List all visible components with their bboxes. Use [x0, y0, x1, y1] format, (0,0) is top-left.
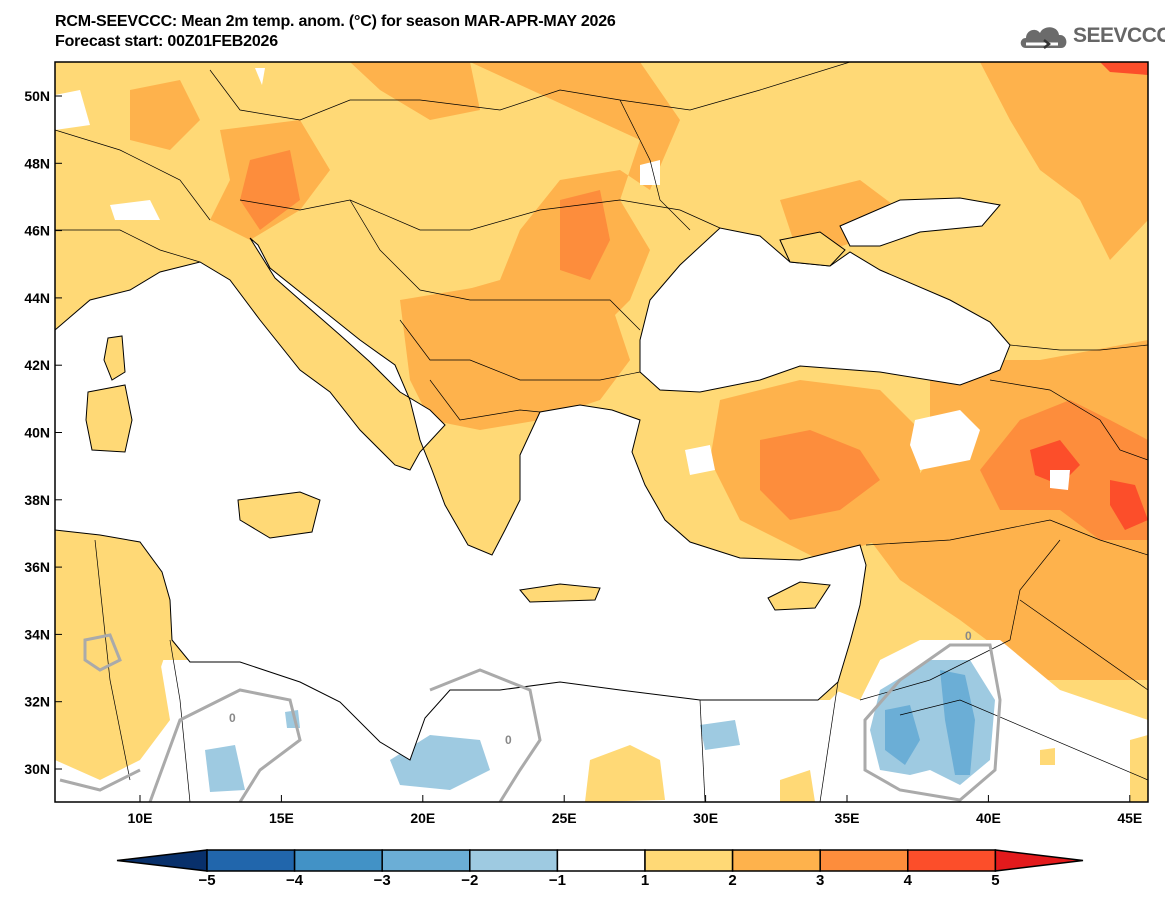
sicily	[237, 491, 321, 539]
lat-label: 34N	[24, 626, 50, 642]
lon-label: 30E	[693, 810, 718, 826]
contour-label: 0	[229, 711, 236, 725]
colorbar-label: 4	[903, 872, 912, 889]
colorbar-extend-high	[994, 849, 1084, 872]
colorbar-label: −5	[198, 872, 216, 889]
colorbar-label: −4	[286, 872, 304, 889]
lon-label: 40E	[976, 810, 1001, 826]
anomaly-neutral-africa	[55, 640, 1148, 802]
corsica	[103, 335, 126, 381]
sardinia	[85, 384, 133, 453]
lon-label: 10E	[128, 810, 153, 826]
country-borders	[55, 62, 1148, 802]
contour-label: 0	[505, 733, 512, 747]
colorbar-label: −3	[373, 872, 391, 889]
colorbar-swatch	[206, 849, 296, 872]
lon-label: 20E	[410, 810, 435, 826]
title-line: RCM-SEEVCCC: Mean 2m temp. anom. (°C) fo…	[55, 13, 616, 30]
colorbar-label: 1	[640, 872, 650, 889]
colorbar-swatch	[644, 849, 734, 872]
sea-areas	[55, 197, 1011, 761]
contour-label: 0	[965, 629, 972, 643]
colorbar-label: 5	[991, 872, 1000, 889]
sea-of-azov	[839, 197, 1001, 247]
colorbar-extend-low	[116, 849, 208, 872]
cloud-icon	[1020, 27, 1067, 49]
colorbar-label: 2	[728, 872, 737, 889]
lat-label: 44N	[24, 290, 50, 306]
zero-contour-lines	[59, 633, 1002, 802]
seevccc-logo: SEEVCCC	[1018, 22, 1165, 50]
axis-ticks: 10E 15E 20E 25E 30E 35E 40E 45E 50N 48N 46N 44N 42N 4…	[24, 88, 1142, 826]
islands	[85, 231, 846, 611]
lon-label: 35E	[835, 810, 860, 826]
colorbar-swatch	[731, 849, 821, 872]
colorbar-swatch	[907, 849, 997, 872]
colorbar-swatch	[556, 849, 646, 872]
lat-label: 38N	[24, 492, 50, 508]
colorbar-swatch	[819, 849, 909, 872]
crete	[519, 583, 601, 603]
lat-label: 36N	[24, 559, 50, 575]
lat-label: 30N	[24, 761, 50, 777]
colorbar-swatch	[381, 849, 471, 872]
forecast-start: Forecast start: 00Z01FEB2026	[55, 33, 278, 50]
colorbar	[116, 849, 1084, 872]
anomaly-1-2-africa-patches	[55, 530, 1148, 802]
negative-anomaly-areas	[205, 660, 995, 792]
lon-label: 15E	[269, 810, 294, 826]
lat-label: 46N	[24, 223, 50, 239]
colorbar-label: −2	[461, 872, 479, 889]
lat-label: 42N	[24, 357, 50, 373]
lon-label: 25E	[552, 810, 577, 826]
black-sea	[639, 227, 1011, 393]
colorbar-label: 3	[816, 872, 825, 889]
lat-label: 50N	[24, 88, 50, 104]
anomaly-neutral-patches	[55, 68, 1070, 490]
lat-label: 48N	[24, 155, 50, 171]
colorbar-swatch	[469, 849, 559, 872]
map-title: RCM-SEEVCCC: Mean 2m temp. anom. (°C) fo…	[55, 12, 616, 52]
lon-label: 45E	[1117, 810, 1142, 826]
lat-label: 40N	[24, 425, 50, 441]
cyprus	[767, 581, 831, 611]
colorbar-swatch	[293, 849, 383, 872]
logo-text: SEEVCCC	[1073, 24, 1165, 47]
colorbar-label: −1	[548, 872, 566, 889]
crimea	[779, 231, 846, 267]
lat-label: 32N	[24, 694, 50, 710]
